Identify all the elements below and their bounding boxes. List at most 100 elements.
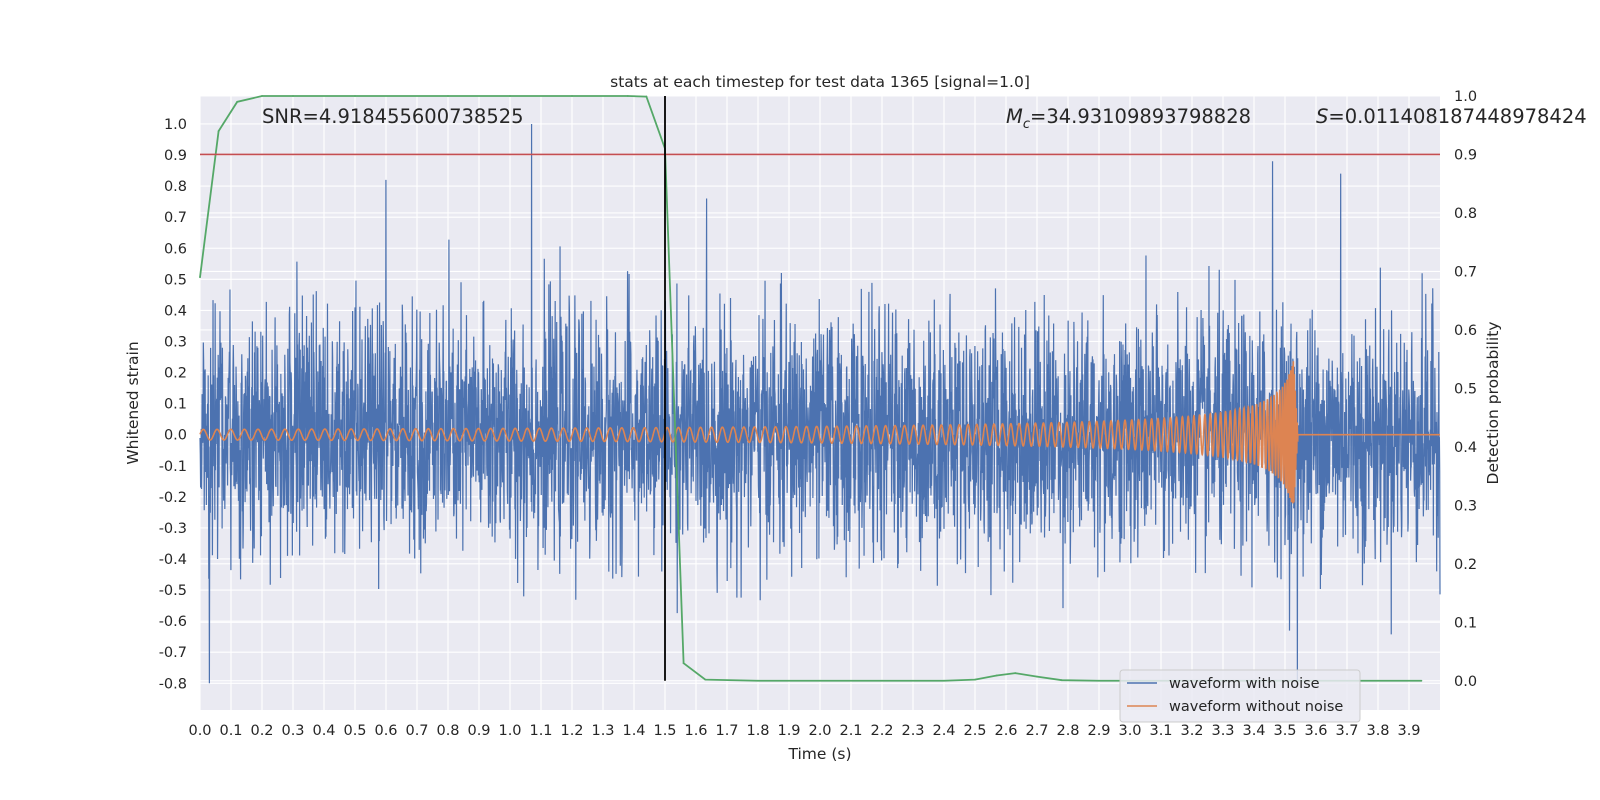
x-tick-label: 1.0 — [498, 723, 521, 739]
x-axis-label: Time (s) — [787, 745, 851, 763]
y2-tick-label: 0.1 — [1454, 615, 1477, 631]
x-tick-label: 1.1 — [529, 723, 552, 739]
y-tick-label: 0.5 — [164, 272, 187, 288]
y-tick-label: -0.2 — [159, 490, 187, 506]
y-tick-label: 0.3 — [164, 334, 187, 350]
probability-point — [199, 276, 201, 279]
x-tick-label: 1.6 — [684, 723, 707, 739]
y-tick-label: 0.2 — [164, 366, 187, 382]
probability-point — [571, 95, 573, 97]
x-tick-label: 2.5 — [963, 723, 986, 739]
x-tick-label: 0.7 — [405, 723, 428, 739]
y-tick-label: -0.4 — [159, 552, 187, 568]
y2-axis-label: Detection probability — [1484, 322, 1502, 485]
probability-point — [1098, 679, 1100, 682]
x-tick-label: 2.9 — [1087, 723, 1110, 739]
probability-point — [236, 100, 239, 103]
y-tick-label: -0.3 — [159, 521, 187, 537]
s-value: =0.011408187448978424 — [1328, 105, 1586, 128]
probability-point — [974, 678, 976, 681]
y2-tick-label: 0.5 — [1454, 381, 1477, 397]
axis-ticks: 0.0 0.1 0.2 0.3 0.4 0.5 0.6 0.7 0.8 0.9 1.0 1.1 1.2 1… — [159, 89, 1477, 739]
y2-tick-label: 0.2 — [1454, 557, 1477, 573]
x-tick-label: 0.4 — [312, 723, 335, 739]
x-tick-label: 2.4 — [932, 723, 955, 739]
noise-line — [199, 123, 1441, 684]
probability-point — [1014, 672, 1017, 675]
probability-point — [819, 679, 821, 682]
probability-point — [354, 95, 356, 97]
y-axis-label: Whitened strain — [124, 341, 142, 464]
y2-tick-label: 0.9 — [1454, 147, 1477, 163]
x-tick-label: 1.7 — [715, 723, 738, 739]
probability-point — [447, 95, 449, 97]
x-tick-label: 3.9 — [1397, 723, 1420, 739]
mc-symbol: M — [1006, 105, 1023, 128]
probability-point — [757, 679, 759, 682]
probability-point — [509, 95, 511, 97]
s-symbol: S — [1316, 105, 1328, 128]
x-tick-label: 0.6 — [374, 723, 397, 739]
y2-tick-label: 0.3 — [1454, 498, 1477, 514]
x-tick-label: 3.1 — [1149, 723, 1172, 739]
mc-subscript: c — [1023, 117, 1030, 132]
chirp-line — [199, 361, 1440, 504]
x-tick-label: 2.7 — [1025, 723, 1048, 739]
y-tick-label: -0.6 — [159, 614, 187, 630]
y-tick-label: 0.4 — [164, 303, 187, 319]
probability-point — [943, 679, 945, 682]
y-tick-label: 0.8 — [164, 179, 187, 195]
y-tick-label: 0.1 — [164, 397, 187, 413]
y2-tick-label: 0.4 — [1454, 440, 1477, 456]
y-tick-label: 0.9 — [164, 148, 187, 164]
x-tick-label: 3.3 — [1211, 723, 1234, 739]
probability-point — [1060, 679, 1063, 682]
x-tick-label: 2.3 — [901, 723, 924, 739]
mc-annotation: Mc=34.93109893798828 — [1006, 105, 1251, 132]
probability-point — [995, 674, 998, 677]
y2-tick-label: 0.0 — [1454, 674, 1477, 690]
x-tick-label: 0.0 — [188, 723, 211, 739]
y2-tick-label: 0.8 — [1454, 206, 1477, 222]
x-tick-label: 1.8 — [746, 723, 769, 739]
y-tick-label: 0.0 — [164, 428, 187, 444]
y2-tick-label: 1.0 — [1454, 89, 1477, 105]
x-tick-label: 1.3 — [591, 723, 614, 739]
x-tick-label: 0.3 — [281, 723, 304, 739]
chart-title: stats at each timestep for test data 136… — [610, 73, 1030, 91]
probability-point — [1420, 679, 1423, 682]
legend-box — [1119, 669, 1361, 723]
y2-tick-label: 0.7 — [1454, 264, 1477, 280]
probability-point — [626, 95, 629, 97]
probability-point — [261, 95, 263, 97]
x-tick-label: 2.8 — [1056, 723, 1079, 739]
probability-point — [881, 679, 883, 682]
x-tick-label: 3.8 — [1366, 723, 1389, 739]
probability-point — [704, 678, 707, 681]
x-tick-label: 2.1 — [839, 723, 862, 739]
x-tick-label: 0.5 — [343, 723, 366, 739]
x-tick-label: 0.2 — [250, 723, 273, 739]
x-tick-label: 1.2 — [560, 723, 583, 739]
y-tick-label: -0.5 — [159, 583, 187, 599]
mc-value: =34.93109893798828 — [1030, 105, 1251, 128]
probability-point — [1377, 679, 1379, 682]
x-tick-label: 1.9 — [777, 723, 800, 739]
y-tick-label: -0.1 — [159, 459, 187, 475]
x-tick-label: 2.0 — [808, 723, 831, 739]
probability-point — [645, 95, 648, 98]
legend: waveform with noise waveform without noi… — [1119, 669, 1361, 723]
probability-point — [292, 95, 294, 97]
probability-point — [682, 662, 685, 665]
y2-tick-label: 0.6 — [1454, 323, 1477, 339]
waveform-without-noise-series — [199, 361, 1440, 504]
y-tick-label: -0.8 — [159, 676, 187, 692]
waveform-with-noise-series — [199, 123, 1441, 684]
x-tick-label: 0.8 — [436, 723, 459, 739]
s-annotation: S=0.011408187448978424 — [1316, 105, 1587, 128]
x-tick-label: 0.9 — [467, 723, 490, 739]
x-tick-label: 3.0 — [1118, 723, 1141, 739]
probability-point — [1036, 675, 1038, 678]
legend-label-chirp: waveform without noise — [1169, 699, 1343, 715]
